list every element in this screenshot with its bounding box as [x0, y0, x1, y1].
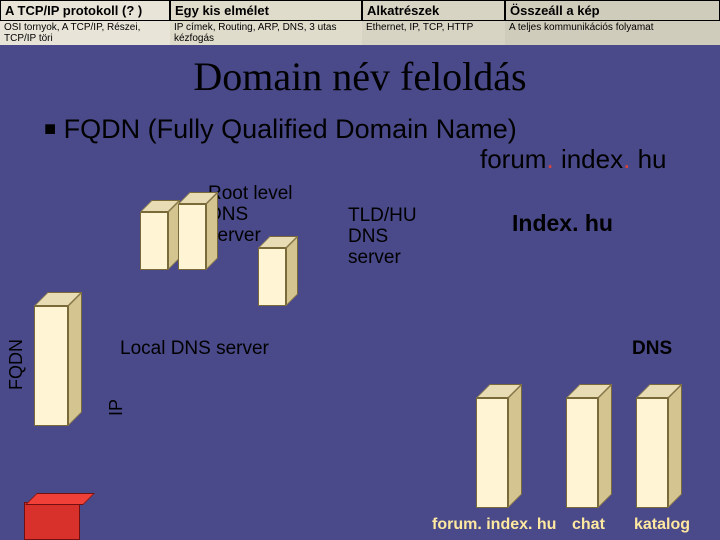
nav-header-row: A TCP/IP protokoll (? ) Egy kis elmélet …: [0, 0, 720, 21]
server-box: [636, 384, 682, 508]
dns-label: DNS: [632, 338, 672, 360]
fqdn-part-3: hu: [638, 144, 667, 174]
page-title: Domain név feloldás: [0, 53, 720, 100]
server-box: [178, 192, 218, 270]
server-box: [34, 292, 82, 426]
ip-vertical-label: IP: [106, 399, 127, 416]
local-dns-label: Local DNS server: [120, 338, 269, 360]
bullet-fqdn: ■ FQDN (Fully Qualified Domain Name): [44, 114, 517, 145]
diagram-area: ■ FQDN (Fully Qualified Domain Name) for…: [0, 100, 720, 540]
bottom-label-2: chat: [572, 516, 605, 534]
nav-tab-1[interactable]: A TCP/IP protokoll (? ): [0, 0, 170, 21]
dot-icon: .: [623, 144, 630, 174]
fqdn-part-2: index: [561, 144, 623, 174]
server-box: [140, 200, 180, 270]
nav-tab-3[interactable]: Alkatrészek: [362, 0, 505, 21]
bottom-label-3: katalog: [634, 516, 690, 534]
server-box: [566, 384, 612, 508]
dot-icon: .: [546, 144, 553, 174]
client-box: [24, 502, 80, 540]
bottom-label-1: forum. index. hu: [432, 516, 556, 534]
bullet-square-icon: ■: [44, 118, 56, 140]
nav-sub-row: OSI tornyok, A TCP/IP, Részei, TCP/IP tö…: [0, 21, 720, 45]
server-box: [476, 384, 522, 508]
nav-tab-4[interactable]: Összeáll a kép: [505, 0, 720, 21]
fqdn-example: forum. index. hu: [480, 144, 666, 175]
nav-sub-2: IP címek, Routing, ARP, DNS, 3 utas kézf…: [170, 21, 362, 45]
fqdn-part-1: forum: [480, 144, 546, 174]
bullet-text: FQDN (Fully Qualified Domain Name): [64, 114, 517, 144]
nav-sub-1: OSI tornyok, A TCP/IP, Részei, TCP/IP tö…: [0, 21, 170, 45]
indexhu-label: Index. hu: [512, 210, 613, 237]
nav-sub-3: Ethernet, IP, TCP, HTTP: [362, 21, 505, 45]
nav-tab-2[interactable]: Egy kis elmélet: [170, 0, 362, 21]
nav-sub-4: A teljes kommunikációs folyamat: [505, 21, 720, 45]
server-box: [258, 236, 298, 306]
fqdn-vertical-label: FQDN: [6, 339, 27, 390]
tld-server-label: TLD/HUDNSserver: [348, 206, 417, 269]
